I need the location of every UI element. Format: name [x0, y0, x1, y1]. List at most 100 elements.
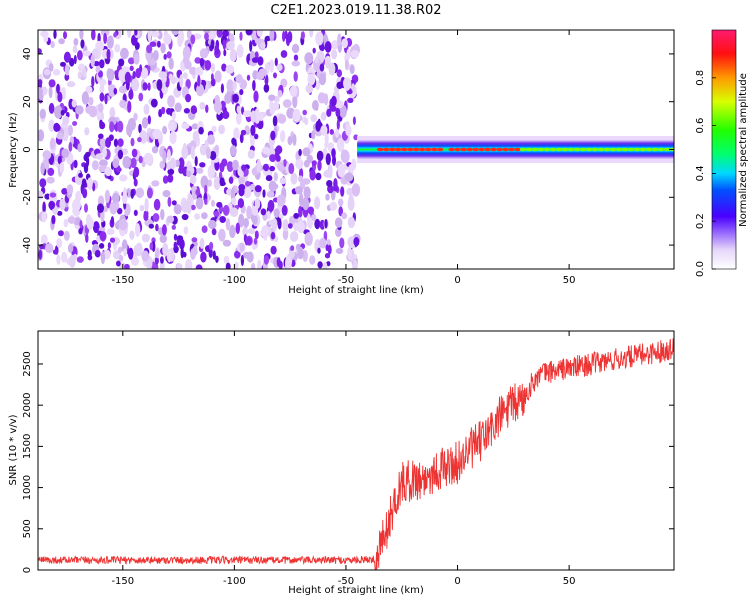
noise-speck: [235, 111, 242, 125]
noise-speck: [144, 198, 149, 212]
signal-peak-mark: [615, 147, 623, 152]
noise-speck: [171, 30, 180, 36]
noise-speck: [60, 61, 66, 67]
noise-speck: [282, 228, 289, 241]
noise-speck: [276, 257, 281, 268]
noise-speck: [104, 166, 113, 177]
noise-speck: [52, 249, 59, 255]
noise-speck: [211, 228, 217, 236]
noise-speck: [98, 103, 104, 113]
noise-speck: [63, 219, 69, 228]
noise-speck: [239, 133, 244, 144]
noise-speck: [251, 57, 259, 63]
noise-speck: [270, 245, 277, 255]
snr-plot: -150 -100 -50 0 50 0 500 1000 1500 2000 2500 Heig…: [8, 330, 675, 596]
noise-speck: [45, 243, 54, 254]
noise-speck: [311, 214, 317, 222]
noise-speck: [153, 198, 161, 211]
noise-speck: [278, 114, 287, 124]
noise-speck: [91, 76, 95, 87]
noise-speck: [48, 63, 54, 72]
noise-speck: [351, 183, 361, 197]
noise-speck: [263, 83, 270, 93]
noise-speck: [84, 203, 88, 213]
noise-speck: [66, 184, 74, 195]
noise-speck: [272, 102, 280, 111]
signal-peak-mark: [645, 147, 653, 152]
noise-speck: [168, 121, 175, 132]
signal-peak-mark: [478, 147, 485, 152]
noise-speck: [160, 208, 165, 221]
noise-speck: [196, 167, 204, 174]
noise-speck: [215, 255, 219, 263]
noise-speck: [207, 134, 216, 145]
noise-speck: [141, 250, 149, 262]
noise-speck: [351, 158, 357, 171]
noise-speck: [73, 38, 79, 46]
noise-speck: [154, 256, 159, 265]
noise-speck: [61, 251, 68, 263]
spectrogram-y-ticks: -40 -20 0 20 40: [22, 48, 674, 253]
signal-peak-mark: [389, 147, 396, 152]
noise-speck: [38, 48, 42, 55]
noise-speck: [289, 231, 299, 242]
noise-speck: [325, 59, 330, 69]
snr-y-tick-label: 2000: [22, 392, 33, 417]
noise-speck: [328, 62, 336, 76]
snr-frame: [37, 330, 675, 571]
noise-speck: [346, 48, 351, 60]
noise-speck: [256, 71, 265, 81]
signal-peak-mark: [383, 147, 390, 152]
noise-speck: [57, 155, 62, 165]
noise-speck: [199, 57, 205, 67]
noise-speck: [270, 232, 276, 240]
noise-speck: [59, 198, 66, 211]
spectrogram-x-ticks: -150 -100 -50 0 50: [111, 30, 575, 286]
noise-speck: [221, 63, 227, 72]
noise-speck: [156, 79, 163, 91]
noise-speck: [92, 182, 96, 192]
noise-speck: [304, 117, 309, 126]
noise-speck: [223, 49, 227, 57]
noise-speck: [146, 44, 153, 54]
noise-speck: [147, 59, 157, 66]
noise-speck: [93, 60, 100, 67]
noise-speck: [122, 187, 127, 202]
noise-speck: [191, 123, 199, 130]
noise-speck: [253, 90, 259, 103]
noise-speck: [190, 204, 196, 211]
noise-speck: [336, 81, 344, 90]
noise-speck: [198, 126, 204, 135]
noise-speck: [317, 92, 326, 104]
noise-speck: [38, 249, 43, 260]
noise-speck: [318, 73, 327, 86]
noise-speck: [99, 121, 106, 130]
noise-speck: [295, 158, 304, 170]
noise-speck: [340, 186, 345, 197]
noise-speck: [92, 221, 100, 234]
noise-speck: [307, 217, 313, 229]
noise-speck: [301, 178, 311, 185]
noise-speck: [140, 67, 149, 79]
signal-peak-mark: [549, 147, 557, 152]
noise-speck: [282, 30, 286, 42]
spectrogram-y-tick-label: -20: [22, 189, 33, 205]
noise-speck: [204, 32, 209, 41]
noise-speck: [155, 247, 160, 259]
noise-speck: [254, 51, 259, 59]
noise-speck: [143, 103, 150, 115]
noise-speck: [167, 168, 175, 176]
noise-speck: [311, 130, 316, 140]
noise-speck: [225, 262, 231, 269]
noise-speck: [239, 89, 244, 96]
noise-speck: [210, 78, 216, 87]
noise-speck: [77, 50, 83, 61]
noise-speck: [295, 186, 303, 194]
noise-speck: [256, 30, 264, 37]
noise-speck: [351, 83, 356, 92]
noise-speck: [109, 107, 116, 119]
noise-speck: [283, 159, 287, 167]
noise-speck: [53, 30, 57, 39]
noise-speck: [168, 57, 174, 70]
noise-speck: [99, 231, 107, 242]
